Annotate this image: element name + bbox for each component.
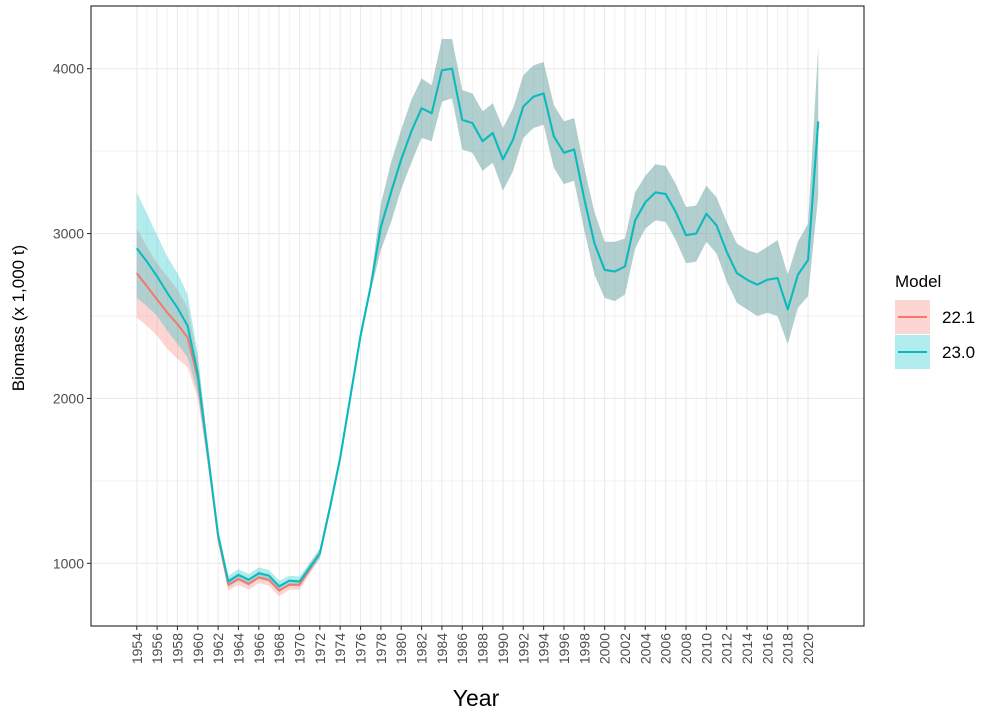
x-tick-label: 2002	[617, 633, 633, 664]
x-tick-label: 1978	[373, 633, 389, 664]
legend-label-1: 23.0	[942, 343, 975, 362]
x-tick-label: 2012	[719, 633, 735, 664]
ribbon-series-0	[136, 38, 819, 597]
major-gridlines	[91, 6, 864, 626]
x-tick-label: 1956	[149, 633, 165, 664]
plot-panel-border	[90, 5, 865, 627]
x-axis-title: Year	[453, 685, 500, 711]
x-tick-label: 1954	[129, 633, 145, 664]
x-tick-label: 1986	[454, 633, 470, 664]
legend: Model 22.1 23.0	[895, 272, 975, 369]
confidence-ribbons	[136, 38, 819, 597]
x-tick-label: 1960	[190, 633, 206, 664]
x-tick-label: 1990	[495, 633, 511, 664]
x-tick-label: 2004	[637, 633, 653, 664]
x-tick-label: 1970	[292, 633, 308, 664]
x-tick-label: 1996	[556, 633, 572, 664]
x-tick-label: 2020	[800, 633, 816, 664]
x-tick-label: 2006	[658, 633, 674, 664]
minor-gridlines	[91, 6, 864, 626]
y-tick-label: 4000	[53, 61, 84, 77]
x-tick-label: 2018	[780, 633, 796, 664]
x-tick-label: 1972	[312, 633, 328, 664]
ribbon-series-1	[136, 38, 819, 593]
x-tick-label: 1968	[271, 633, 287, 664]
legend-label-0: 22.1	[942, 308, 975, 327]
x-tick-label: 1966	[251, 633, 267, 664]
x-axis: 1954 1956 1958 1960 1962 1964 1966 1968 1970 1972…	[129, 626, 816, 664]
x-tick-label: 1998	[576, 633, 592, 664]
x-tick-label: 1962	[210, 633, 226, 664]
x-tick-label: 1980	[393, 633, 409, 664]
series-lines	[135, 67, 820, 592]
x-tick-label: 2014	[739, 633, 755, 664]
x-tick-label: 2016	[759, 633, 775, 664]
y-axis: 1000 2000 3000 4000	[53, 61, 91, 571]
x-tick-label: 1958	[169, 633, 185, 664]
x-tick-label: 2008	[678, 633, 694, 664]
x-tick-label: 1976	[353, 633, 369, 664]
x-tick-label: 2000	[597, 633, 613, 664]
x-tick-label: 1982	[414, 633, 430, 664]
x-tick-label: 1994	[536, 633, 552, 664]
y-tick-label: 2000	[53, 390, 84, 406]
legend-title: Model	[895, 272, 941, 291]
x-tick-label: 2010	[698, 633, 714, 664]
x-tick-label: 1964	[230, 633, 246, 664]
line-series-1	[135, 67, 820, 588]
x-tick-label: 1984	[434, 633, 450, 664]
x-tick-label: 1988	[475, 633, 491, 664]
y-tick-label: 3000	[53, 226, 84, 242]
x-tick-label: 1992	[515, 633, 531, 664]
y-tick-label: 1000	[53, 555, 84, 571]
y-axis-title: Biomass (x 1,000 t)	[9, 245, 28, 391]
x-tick-label: 1974	[332, 633, 348, 664]
